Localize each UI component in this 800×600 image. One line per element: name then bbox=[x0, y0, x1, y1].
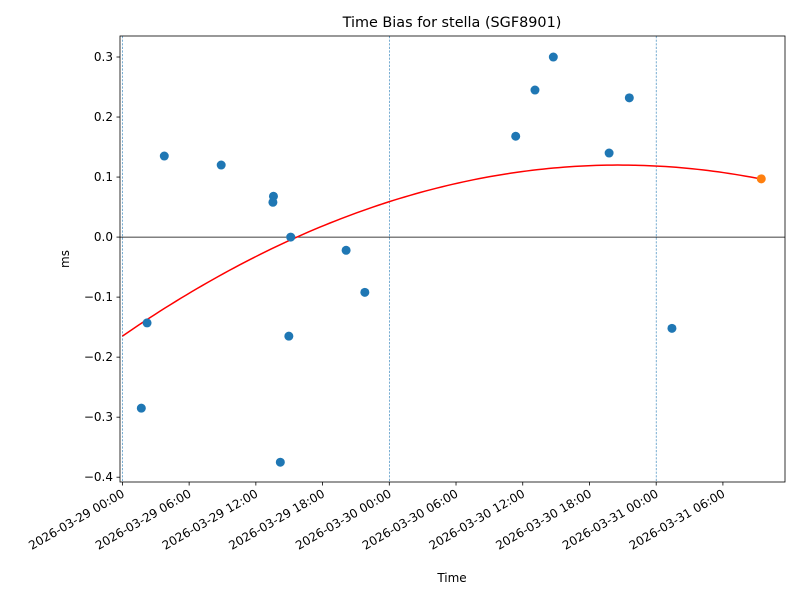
y-tick-label: −0.2 bbox=[84, 350, 113, 364]
y-tick-label: −0.3 bbox=[84, 410, 113, 424]
y-tick-label: 0.2 bbox=[94, 110, 113, 124]
data-point bbox=[624, 93, 634, 103]
y-tick-label: 0.3 bbox=[94, 50, 113, 64]
fit-curve bbox=[121, 164, 762, 337]
data-point bbox=[136, 403, 146, 413]
data-point bbox=[268, 191, 278, 201]
data-point bbox=[530, 85, 540, 95]
data-point bbox=[548, 52, 558, 62]
data-point bbox=[159, 151, 169, 161]
y-axis-title: ms bbox=[58, 250, 72, 268]
data-point bbox=[604, 148, 614, 158]
data-point bbox=[216, 160, 226, 170]
chart-title: Time Bias for stella (SGF8901) bbox=[342, 15, 562, 31]
x-axis-title: Time bbox=[436, 571, 466, 585]
data-point bbox=[341, 245, 351, 255]
data-point bbox=[286, 232, 296, 242]
data-point bbox=[275, 457, 285, 467]
y-tick-label: −0.1 bbox=[84, 290, 113, 304]
data-point bbox=[284, 331, 294, 341]
data-point bbox=[142, 318, 152, 328]
y-tick-label: −0.4 bbox=[84, 470, 113, 484]
data-point bbox=[756, 174, 766, 184]
data-point bbox=[511, 131, 521, 141]
y-tick-label: 0.1 bbox=[94, 170, 113, 184]
data-point bbox=[667, 323, 677, 333]
data-point bbox=[360, 287, 370, 297]
y-tick-label: 0.0 bbox=[94, 230, 113, 244]
axes-frame bbox=[119, 35, 786, 483]
